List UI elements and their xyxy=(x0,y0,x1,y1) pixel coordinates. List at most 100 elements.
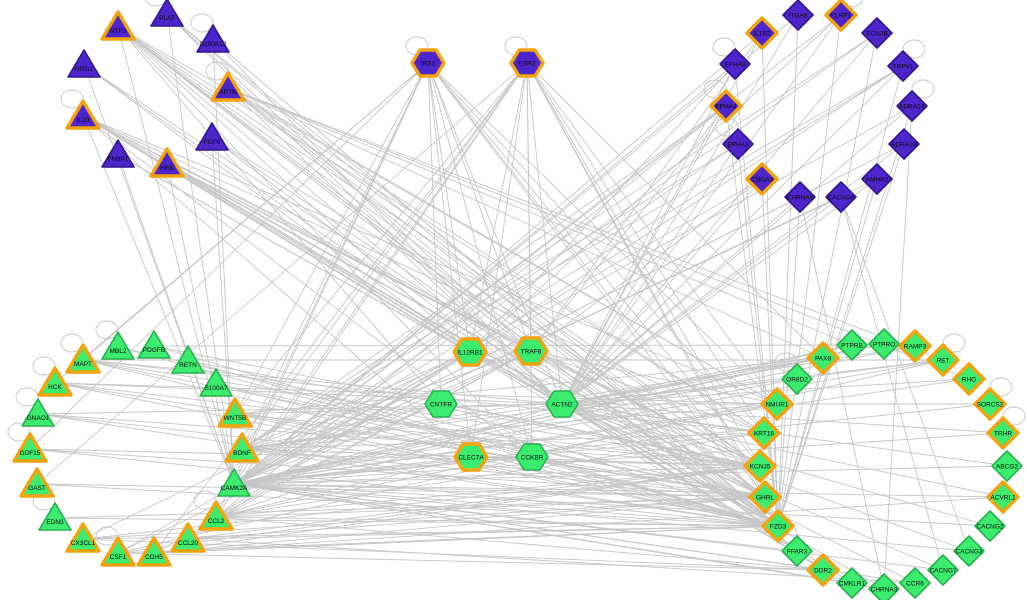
diamond-node-shape xyxy=(824,0,858,32)
edge xyxy=(233,62,528,485)
node-IRS1[interactable]: IRS1 xyxy=(410,48,446,78)
edge xyxy=(211,137,779,527)
edge xyxy=(234,413,761,467)
node-CACNG3[interactable]: CACNG3 xyxy=(953,535,985,567)
node-ADRA1A[interactable]: ADRA1A xyxy=(896,90,928,122)
self-loop-edge xyxy=(902,39,926,59)
node-OR8D2[interactable]: OR8D2 xyxy=(781,363,813,395)
diamond-node-shape xyxy=(760,387,794,421)
node-ARTN[interactable]: ARTN xyxy=(210,71,246,102)
edge xyxy=(241,448,766,498)
edge xyxy=(777,14,842,527)
triangle-node-shape xyxy=(19,467,55,498)
diamond-node-shape xyxy=(719,48,751,80)
triangle-node-shape xyxy=(210,71,246,102)
edge xyxy=(777,143,905,527)
node-CCR6[interactable]: CCR6 xyxy=(899,567,931,599)
diamond-node-shape xyxy=(782,0,814,31)
edge xyxy=(427,62,472,458)
node-ITGA8[interactable]: ITGA8 xyxy=(782,0,814,31)
hexagon-node-shape xyxy=(452,337,488,367)
edge xyxy=(530,350,765,434)
edge xyxy=(212,39,563,405)
edge xyxy=(233,378,798,485)
node-EDN3[interactable]: EDN3 xyxy=(38,502,72,531)
edge xyxy=(153,345,761,467)
edge xyxy=(227,87,853,346)
node-RAMP3[interactable]: RAMP3 xyxy=(898,329,932,363)
node-FZD3[interactable]: FZD3 xyxy=(761,509,795,543)
node-SORCS2[interactable]: SORCS2 xyxy=(973,387,1007,421)
node-CNTFR[interactable]: CNTFR xyxy=(424,390,458,418)
edge xyxy=(227,87,761,467)
node-FFAR3[interactable]: FFAR3 xyxy=(781,535,813,567)
node-MBL2[interactable]: MBL2 xyxy=(101,331,135,360)
edge xyxy=(561,32,878,405)
node-GAST[interactable]: GAST xyxy=(19,467,55,498)
node-ACTN2[interactable]: ACTN2 xyxy=(545,390,579,418)
node-NRG1[interactable]: NRG1 xyxy=(67,49,101,78)
self-loop-edge xyxy=(15,387,39,407)
node-CNGA3[interactable]: CNGA3 xyxy=(745,162,779,196)
node-TRHR[interactable]: TRHR xyxy=(986,416,1020,450)
node-EPHA3[interactable]: EPHA3 xyxy=(722,128,754,160)
edge xyxy=(37,413,761,467)
edge xyxy=(427,62,778,405)
edge xyxy=(82,351,471,540)
edge xyxy=(561,403,779,527)
edge xyxy=(561,105,727,405)
node-ACVRL1[interactable]: ACVRL1 xyxy=(986,480,1020,514)
node-KLRF1[interactable]: KLRF1 xyxy=(824,0,858,32)
edge xyxy=(233,483,991,527)
edge xyxy=(241,448,761,467)
edge xyxy=(233,378,970,485)
node-EPHA8[interactable]: EPHA8 xyxy=(719,48,751,80)
edge xyxy=(153,525,779,554)
node-S100A12[interactable]: S100A12 xyxy=(196,24,230,53)
node-PLAT[interactable]: PLAT xyxy=(150,0,184,27)
node-CACNG7[interactable]: CACNG7 xyxy=(927,554,959,586)
node-HRK[interactable]: HRK xyxy=(149,147,185,178)
node-IL20[interactable]: IL20 xyxy=(65,99,101,130)
edge xyxy=(526,62,824,359)
node-CACNG6[interactable]: CACNG6 xyxy=(825,181,857,213)
edge xyxy=(530,350,761,467)
triangle-node-shape xyxy=(171,345,205,374)
edge xyxy=(215,383,779,527)
edge xyxy=(54,62,429,384)
node-PDGFB[interactable]: PDGFB xyxy=(137,330,171,359)
node-TRAF6[interactable]: TRAF6 xyxy=(513,336,549,366)
node-IL1R2[interactable]: IL1R2 xyxy=(745,16,779,50)
triangle-node-shape xyxy=(149,147,185,178)
triangle-node-shape xyxy=(65,343,101,374)
diamond-node-shape xyxy=(709,89,743,123)
node-CCKBR[interactable]: CCKBR xyxy=(515,443,549,471)
node-RET[interactable]: RET xyxy=(926,343,960,377)
node-CACNG2[interactable]: CACNG2 xyxy=(974,510,1006,542)
node-ESR2[interactable]: ESR2 xyxy=(509,48,545,78)
edge xyxy=(82,115,235,485)
diamond-node-shape xyxy=(868,573,900,600)
diamond-node-shape xyxy=(896,90,928,122)
node-GNAO1[interactable]: GNAO1 xyxy=(21,398,55,427)
edge xyxy=(241,32,878,450)
node-CLEC7A[interactable]: CLEC7A xyxy=(453,442,489,472)
edge xyxy=(36,483,766,498)
node-IL12RB1[interactable]: IL12RB1 xyxy=(452,337,488,367)
node-NTF3[interactable]: NTF3 xyxy=(100,10,136,41)
node-RHO[interactable]: RHO xyxy=(952,362,986,396)
node-ADRA1B[interactable]: ADRA1B xyxy=(888,128,920,160)
diamond-node-shape xyxy=(745,16,779,50)
self-loop-edge xyxy=(32,356,56,376)
edge xyxy=(166,13,532,352)
hexagon-node-shape xyxy=(453,442,489,472)
edge xyxy=(840,196,970,552)
edge xyxy=(117,552,824,571)
node-CHRNA3[interactable]: CHRNA3 xyxy=(868,573,900,600)
node-ABCG2[interactable]: ABCG2 xyxy=(991,450,1023,482)
edge xyxy=(166,13,235,485)
self-loop-edge xyxy=(911,79,935,99)
node-CHRNA6[interactable]: CHRNA6 xyxy=(784,181,816,213)
node-AMHR2[interactable]: AMHR2 xyxy=(861,163,893,195)
node-SCN3B[interactable]: SCN3B xyxy=(861,17,893,49)
